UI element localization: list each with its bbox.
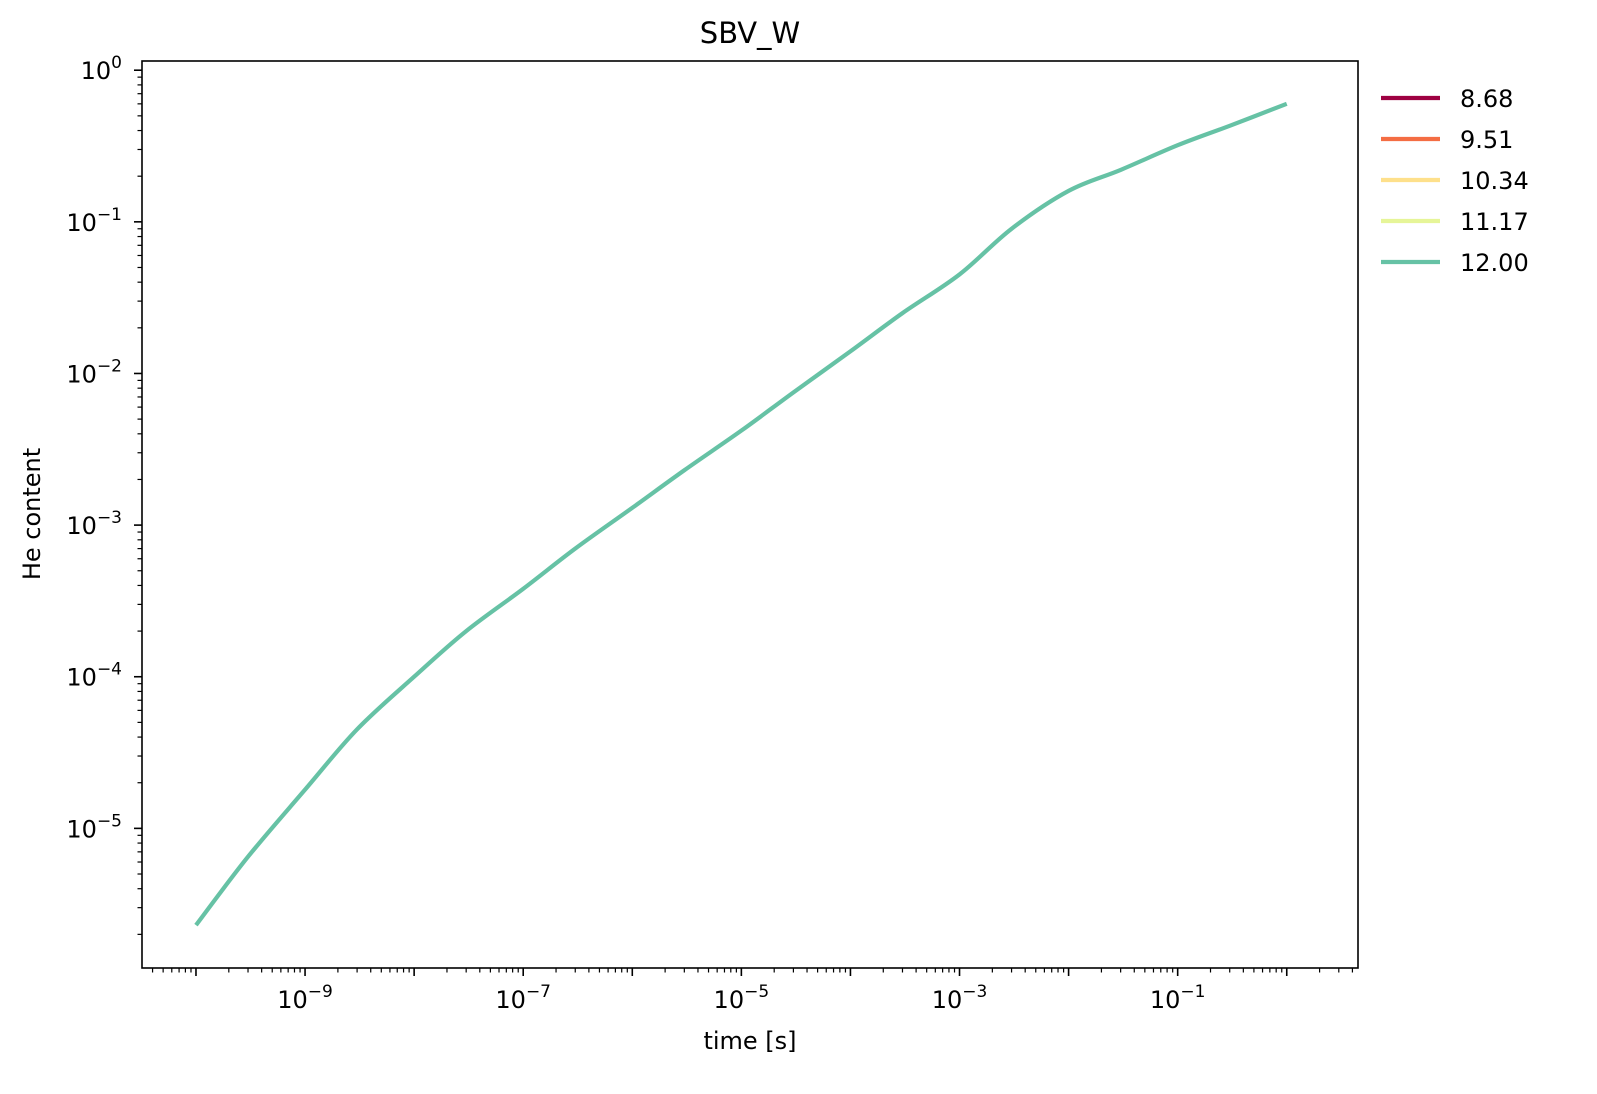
legend-label: 10.34 <box>1460 167 1529 195</box>
legend-label: 8.68 <box>1460 85 1513 113</box>
x-tick-label: 10−5 <box>714 982 770 1014</box>
y-axis-label: He content <box>18 448 46 580</box>
x-axis-label: time [s] <box>703 1027 796 1055</box>
plot-frame <box>141 60 1359 969</box>
legend-entry: 10.34 <box>1381 167 1529 195</box>
x-tick-label: 10−3 <box>932 982 988 1014</box>
legend-label: 9.51 <box>1460 126 1513 154</box>
y-tick-label: 10−1 <box>66 205 122 237</box>
x-tick-label: 10−1 <box>1150 982 1206 1014</box>
legend-label: 11.17 <box>1460 208 1529 236</box>
x-tick-label: 10−9 <box>277 982 333 1014</box>
y-tick-label: 10−5 <box>66 811 122 843</box>
legend-label: 12.00 <box>1460 249 1529 277</box>
x-tick-label: 10−7 <box>495 982 551 1014</box>
legend-entry: 12.00 <box>1381 249 1529 277</box>
chart-title: SBV_W <box>700 16 800 50</box>
plot-area <box>142 61 1358 968</box>
legend-entry: 8.68 <box>1381 85 1513 113</box>
y-tick-label: 10−4 <box>66 660 122 692</box>
y-tick-label: 10−3 <box>66 508 122 540</box>
y-tick-label: 100 <box>81 53 122 85</box>
y-tick-label: 10−2 <box>66 356 122 388</box>
series-layer <box>194 101 1288 927</box>
legend-entry: 11.17 <box>1381 208 1529 236</box>
series-line-12.00 <box>194 101 1288 927</box>
legend: 8.68 9.51 10.34 11.17 12.00 <box>1381 85 1529 277</box>
ticks-layer: 10−9 10−7 10−5 10−3 10−1 10−5 10−4 10−3 10−2 10−1… <box>66 53 1354 1014</box>
legend-entry: 9.51 <box>1381 126 1513 154</box>
